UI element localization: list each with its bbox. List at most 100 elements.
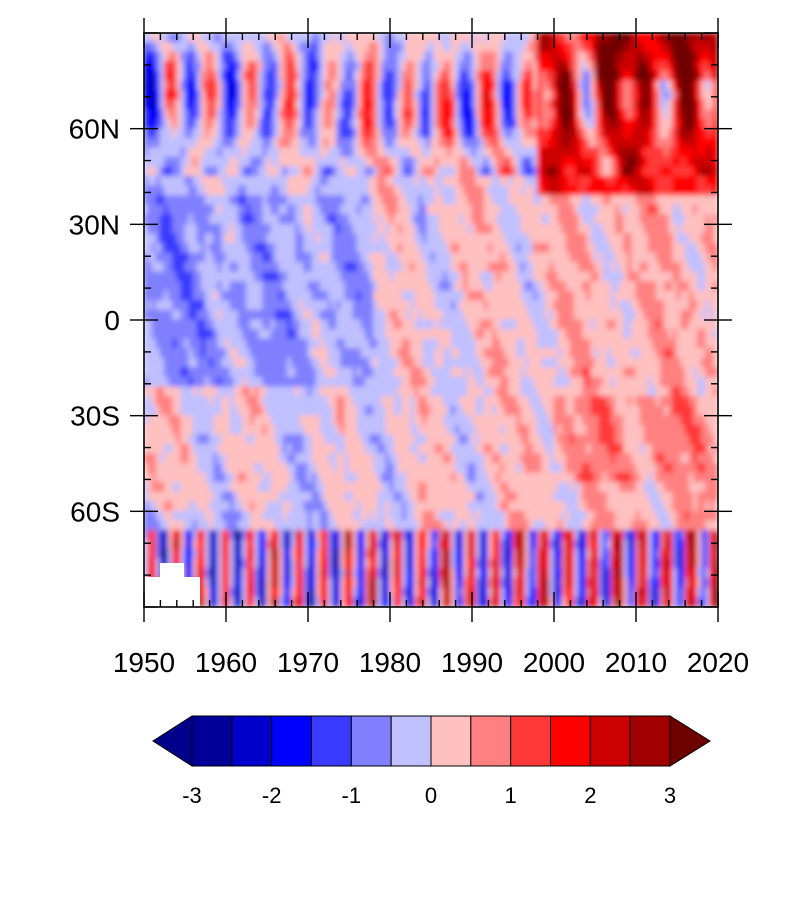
field-cell bbox=[369, 510, 375, 522]
field-cell bbox=[159, 204, 165, 216]
field-cell bbox=[479, 510, 485, 522]
field-cell bbox=[401, 491, 407, 503]
field-cell bbox=[233, 176, 239, 187]
field-cell bbox=[430, 357, 436, 369]
field-cell bbox=[430, 70, 436, 82]
field-cell bbox=[389, 386, 395, 398]
field-cell bbox=[270, 558, 276, 570]
field-cell bbox=[168, 319, 174, 331]
field-cell bbox=[184, 376, 190, 388]
field-cell bbox=[274, 61, 280, 72]
field-cell bbox=[147, 309, 153, 321]
field-cell bbox=[393, 386, 399, 398]
field-cell bbox=[459, 596, 465, 607]
field-cell bbox=[356, 309, 362, 321]
field-cell bbox=[237, 290, 243, 302]
field-cell bbox=[356, 109, 362, 120]
field-cell bbox=[405, 233, 411, 244]
field-cell bbox=[332, 300, 338, 311]
field-cell bbox=[393, 223, 399, 235]
field-cell bbox=[307, 33, 313, 44]
field-cell bbox=[155, 376, 161, 388]
field-cell bbox=[467, 214, 473, 225]
field-cell bbox=[438, 166, 444, 177]
field-cell bbox=[352, 396, 358, 407]
field-cell bbox=[291, 577, 297, 589]
field-cell bbox=[405, 453, 411, 464]
field-cell bbox=[319, 147, 325, 158]
field-cell bbox=[299, 386, 305, 398]
field-cell bbox=[147, 233, 153, 244]
field-cell bbox=[438, 529, 444, 541]
field-cell bbox=[340, 204, 346, 216]
field-cell bbox=[451, 185, 457, 197]
field-cell bbox=[151, 80, 157, 91]
field-cell bbox=[159, 281, 165, 292]
field-cell bbox=[250, 233, 256, 244]
field-cell bbox=[159, 549, 165, 560]
field-cell bbox=[291, 309, 297, 321]
field-cell bbox=[217, 223, 223, 235]
field-cell bbox=[393, 482, 399, 493]
field-cell bbox=[303, 300, 309, 311]
field-cell bbox=[155, 405, 161, 417]
field-cell bbox=[311, 109, 317, 120]
field-cell bbox=[332, 70, 338, 82]
field-cell bbox=[311, 281, 317, 292]
field-cell bbox=[151, 348, 157, 359]
field-cell bbox=[332, 42, 338, 53]
field-cell bbox=[246, 195, 252, 206]
field-cell bbox=[340, 577, 346, 589]
field-cell bbox=[381, 42, 387, 53]
field-cell bbox=[307, 482, 313, 493]
field-cell bbox=[438, 51, 444, 63]
field-cell bbox=[307, 99, 313, 111]
field-cell bbox=[422, 147, 428, 158]
field-cell bbox=[426, 252, 432, 264]
field-cell bbox=[369, 42, 375, 53]
field-cell bbox=[241, 463, 247, 474]
field-cell bbox=[373, 424, 379, 436]
field-cell bbox=[467, 491, 473, 503]
field-cell bbox=[209, 42, 215, 53]
field-cell bbox=[364, 386, 370, 398]
field-cell bbox=[233, 61, 239, 72]
field-cell bbox=[446, 386, 452, 398]
field-cell bbox=[209, 386, 215, 398]
field-cell bbox=[442, 137, 448, 149]
field-cell bbox=[192, 195, 198, 206]
field-cell bbox=[332, 290, 338, 302]
field-cell bbox=[270, 568, 276, 579]
field-cell bbox=[455, 443, 461, 455]
field-cell bbox=[282, 415, 288, 426]
field-cell bbox=[254, 367, 260, 378]
field-cell bbox=[200, 596, 206, 607]
field-cell bbox=[385, 33, 391, 44]
field-cell bbox=[418, 415, 424, 426]
field-cell bbox=[434, 472, 440, 484]
field-cell bbox=[405, 195, 411, 206]
field-cell bbox=[295, 137, 301, 149]
field-cell bbox=[442, 405, 448, 417]
field-cell bbox=[336, 338, 342, 350]
field-cell bbox=[360, 109, 366, 120]
field-cell bbox=[479, 262, 485, 273]
field-cell bbox=[344, 405, 350, 417]
field-cell bbox=[303, 156, 309, 168]
field-cell bbox=[151, 233, 157, 244]
field-cell bbox=[282, 386, 288, 398]
field-cell bbox=[168, 405, 174, 417]
field-cell bbox=[295, 386, 301, 398]
field-cell bbox=[373, 309, 379, 321]
field-cell bbox=[410, 405, 416, 417]
field-cell bbox=[287, 405, 293, 417]
field-cell bbox=[258, 558, 264, 570]
field-cell bbox=[303, 80, 309, 91]
field-cell bbox=[401, 290, 407, 302]
field-cell bbox=[373, 491, 379, 503]
field-cell bbox=[405, 424, 411, 436]
field-cell bbox=[168, 539, 174, 551]
field-cell bbox=[196, 539, 202, 551]
field-cell bbox=[356, 357, 362, 369]
field-cell bbox=[209, 338, 215, 350]
